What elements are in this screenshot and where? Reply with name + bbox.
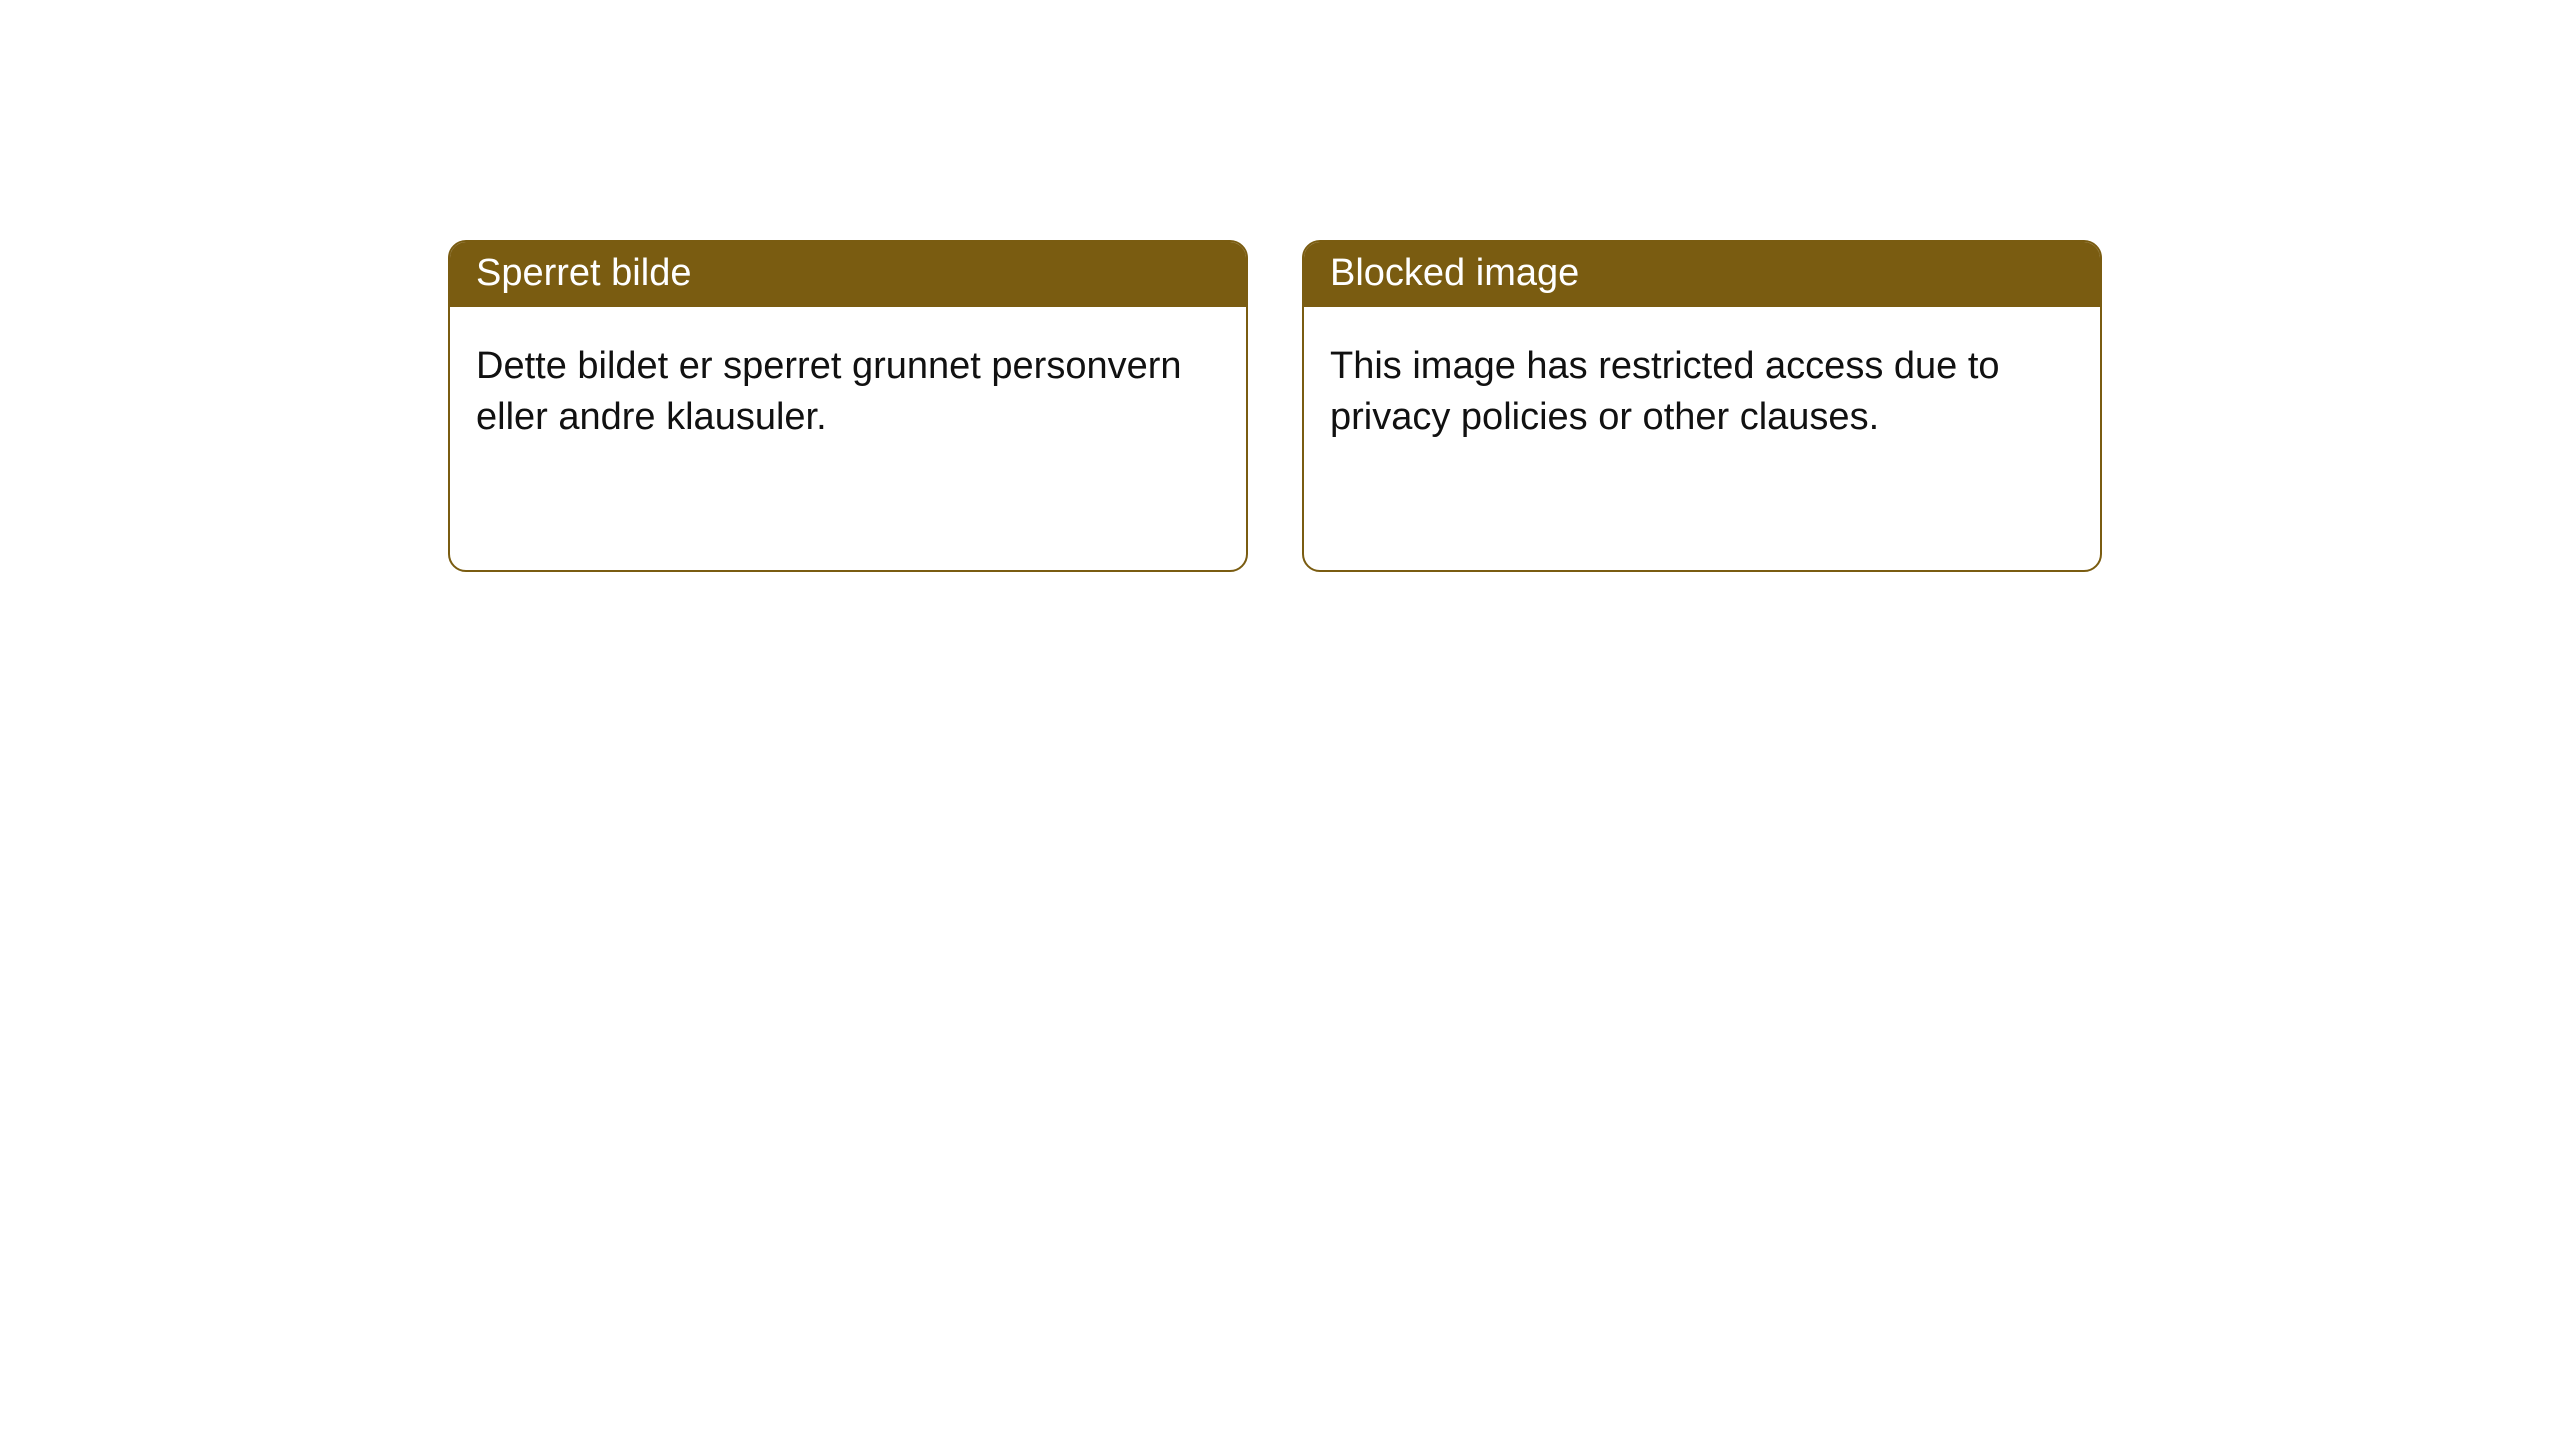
notice-message: Dette bildet er sperret grunnet personve…: [476, 345, 1182, 438]
notice-box-english: Blocked image This image has restricted …: [1302, 240, 2102, 572]
notice-box-norwegian: Sperret bilde Dette bildet er sperret gr…: [448, 240, 1248, 572]
notice-body: Dette bildet er sperret grunnet personve…: [450, 307, 1246, 478]
notice-message: This image has restricted access due to …: [1330, 345, 2000, 438]
notice-title: Blocked image: [1330, 252, 1579, 294]
notice-container: Sperret bilde Dette bildet er sperret gr…: [0, 0, 2560, 572]
notice-header: Sperret bilde: [450, 242, 1246, 307]
notice-header: Blocked image: [1304, 242, 2100, 307]
notice-title: Sperret bilde: [476, 252, 691, 294]
notice-body: This image has restricted access due to …: [1304, 307, 2100, 478]
